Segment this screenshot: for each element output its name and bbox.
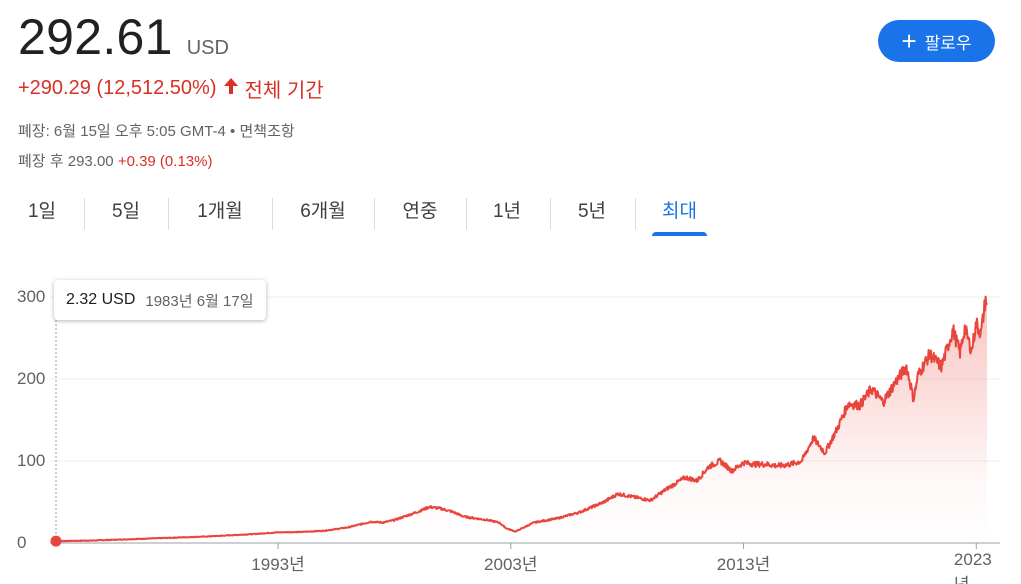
tab-divider (635, 198, 636, 230)
y-tick-label: 200 (17, 369, 46, 388)
change-percent: (12,512.50%) (96, 77, 217, 99)
tab-divider (272, 198, 273, 230)
y-tick-label: 100 (17, 451, 46, 470)
price-area-fill (56, 296, 987, 543)
price-line (55, 295, 988, 543)
up-arrow-icon (223, 77, 239, 101)
tab-divider (374, 198, 375, 230)
follow-button[interactable]: + 팔로우 (878, 20, 995, 62)
change-value: +290.29 (18, 77, 91, 99)
y-tick-label: 0 (17, 533, 27, 552)
after-hours-change: +0.39 (0.13%) (117, 153, 213, 170)
hover-tooltip: 2.32 USD 1983년 6월 17일 (54, 280, 266, 320)
x-tick-label: 2003년 (484, 555, 538, 574)
current-price: 292.61 (18, 9, 173, 65)
follow-button-label: 팔로우 (924, 33, 972, 53)
close-info-row: 폐장: 6월 15일 오후 5:05 GMT-4 • 면책조항 (18, 120, 295, 141)
after-hours-price: 293.00 (67, 153, 114, 170)
tooltip-value: 2.32 USD (66, 291, 136, 308)
x-tick-label: 2013년 (716, 555, 771, 574)
tab-5y[interactable]: 5년 (566, 194, 618, 236)
separator-dot: • (230, 123, 236, 140)
price-change-row: +290.29 (12,512.50%) 전체 기간 (18, 74, 324, 103)
tab-6m[interactable]: 6개월 (287, 194, 359, 236)
after-hours-label: 폐장 후 (18, 153, 64, 170)
active-tab-indicator (652, 232, 707, 236)
tooltip-date: 1983년 6월 17일 (145, 292, 254, 310)
currency-label: USD (186, 37, 229, 59)
tab-5d[interactable]: 5일 (100, 194, 152, 236)
disclaimer-link[interactable]: 면책조항 (239, 123, 295, 140)
tab-label: 1개월 (197, 201, 243, 222)
tab-divider (550, 198, 551, 230)
tab-1y[interactable]: 1년 (481, 194, 533, 236)
tab-divider (84, 198, 85, 230)
tab-label: 1일 (27, 201, 57, 222)
range-tabs: 1일 5일 1개월 6개월 연중 1년 5년 최대 (0, 194, 720, 236)
tab-divider (466, 198, 467, 230)
after-hours-row: 폐장 후 293.00 +0.39 (0.13%) (18, 150, 212, 171)
x-tick-label: 1993년 (251, 555, 305, 574)
tab-label: 6개월 (300, 201, 346, 222)
x-tick-label: 2023년 (953, 550, 992, 584)
tab-1d[interactable]: 1일 (16, 194, 68, 236)
tab-1m[interactable]: 1개월 (184, 194, 256, 236)
close-time: 폐장: 6월 15일 오후 5:05 GMT-4 (18, 123, 226, 140)
tab-label: 연중 (402, 201, 438, 222)
tab-label: 최대 (662, 201, 697, 222)
tab-divider (168, 198, 169, 230)
tab-ytd[interactable]: 연중 (389, 194, 451, 236)
tab-label: 1년 (492, 201, 522, 222)
hover-point-marker (50, 535, 62, 547)
tab-label: 5년 (577, 201, 607, 222)
tab-max[interactable]: 최대 (652, 194, 707, 236)
price-row: 292.61 USD (18, 8, 229, 66)
tab-label: 5일 (111, 201, 141, 222)
change-period: 전체 기간 (244, 80, 324, 102)
y-tick-label: 300 (17, 287, 46, 306)
plus-icon: + (901, 26, 917, 56)
